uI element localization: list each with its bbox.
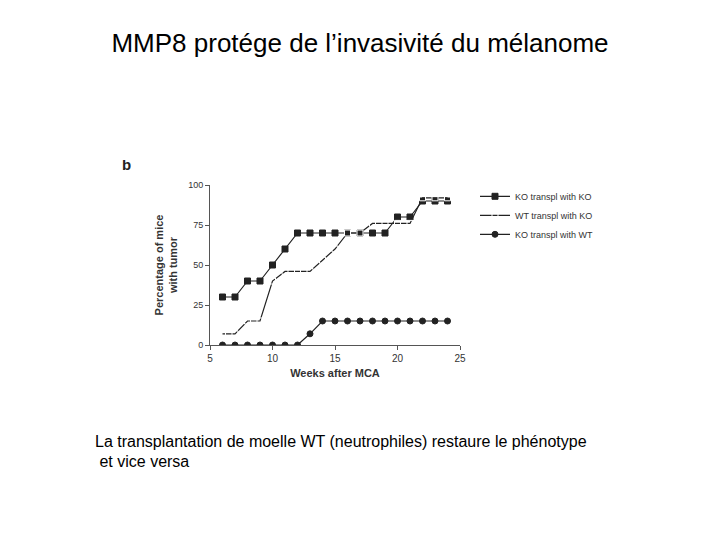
svg-text:KO transpl with KO: KO transpl with KO xyxy=(515,192,592,202)
svg-text:KO transpl with WT: KO transpl with WT xyxy=(515,230,593,240)
svg-text:10: 10 xyxy=(267,353,279,364)
svg-text:25: 25 xyxy=(193,300,203,310)
svg-text:b: b xyxy=(122,160,131,173)
html-text:MMP8 protége de l’invasivité d: MMP8 protége de l’invasivité du mélanome xyxy=(111,28,609,58)
svg-text:25: 25 xyxy=(454,353,466,364)
html-text:La transplantation de moelle W: La transplantation de moelle WT (neutrop… xyxy=(95,433,587,470)
svg-text:5: 5 xyxy=(207,353,213,364)
svg-text:15: 15 xyxy=(329,353,341,364)
svg-text:Weeks after MCA: Weeks after MCA xyxy=(290,367,380,379)
svg-text:Percentage of micewith tumor: Percentage of micewith tumor xyxy=(153,215,179,316)
svg-text:0: 0 xyxy=(198,340,203,350)
svg-text:WT transpl with KO: WT transpl with KO xyxy=(515,211,592,221)
svg-text:75: 75 xyxy=(193,220,203,230)
svg-text:100: 100 xyxy=(188,180,203,190)
svg-text:50: 50 xyxy=(193,260,203,270)
svg-text:20: 20 xyxy=(392,353,404,364)
